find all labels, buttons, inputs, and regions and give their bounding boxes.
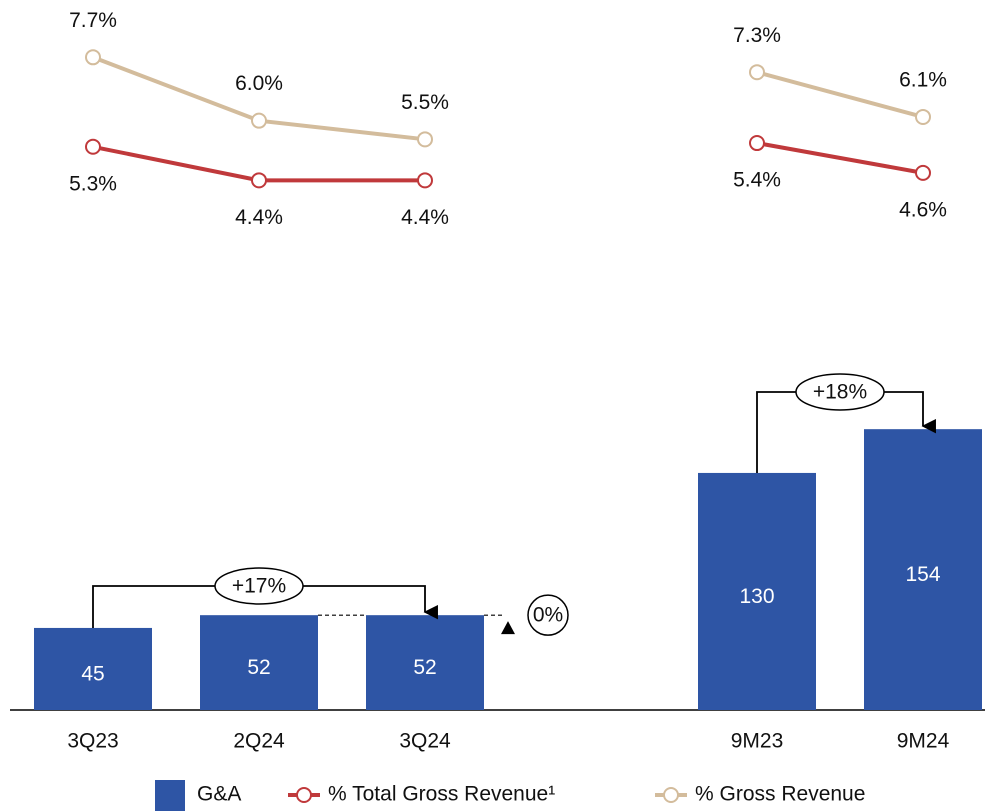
x-tick-label: 3Q24	[399, 730, 451, 753]
bar-value-label: 52	[413, 656, 436, 679]
legend-marker	[296, 787, 312, 803]
bar-value-label: 52	[247, 656, 270, 679]
x-tick-label: 3Q23	[67, 730, 118, 753]
line-value-label: 4.4%	[235, 206, 283, 229]
line-value-label: 6.1%	[899, 68, 947, 91]
bar	[366, 615, 484, 710]
bar	[864, 429, 982, 710]
line-value-label: 5.3%	[69, 172, 117, 195]
bar-value-label: 45	[81, 663, 104, 686]
line	[92, 55, 924, 142]
line-marker	[417, 131, 433, 148]
line-value-label: 4.6%	[899, 198, 947, 221]
annotation: +17%	[232, 575, 286, 598]
bar	[698, 472, 816, 710]
line-marker	[85, 49, 101, 66]
line-value-label: 5.4%	[733, 169, 781, 192]
x-tick-label: 9M24	[897, 730, 950, 753]
line-value-label: 6.0%	[235, 72, 283, 95]
line-marker	[749, 64, 765, 81]
legend-label: % Total Gross Revenue¹	[328, 783, 555, 806]
bar-value-label: 130	[739, 585, 774, 608]
line-marker	[749, 135, 765, 152]
legend-label: % Gross Revenue	[695, 783, 865, 806]
line-marker	[417, 172, 433, 189]
annotation-oval	[795, 373, 885, 411]
bar	[200, 615, 318, 710]
annotation-circle	[527, 594, 569, 636]
line	[92, 141, 924, 183]
triangle	[501, 621, 515, 635]
line-marker	[251, 172, 267, 189]
line-value-label: 4.4%	[401, 206, 449, 229]
annotation: +18%	[813, 381, 867, 404]
line-value-label: 5.5%	[401, 91, 449, 114]
line-marker	[251, 112, 267, 129]
line-value-label: 7.3%	[733, 24, 781, 47]
line-marker	[85, 138, 101, 155]
legend-marker	[663, 787, 679, 803]
line-value-label: 7.7%	[69, 9, 117, 32]
x-tick-label: 2Q24	[233, 730, 285, 753]
x-tick-label: 9M23	[731, 730, 784, 753]
line-marker	[915, 164, 931, 181]
bar	[34, 627, 152, 710]
legend-swatch	[155, 780, 185, 811]
line-marker	[915, 108, 931, 125]
bar-value-label: 154	[905, 563, 940, 586]
annotation: 0%	[533, 604, 563, 627]
annotation-oval	[214, 567, 304, 605]
legend-label: G&A	[197, 783, 241, 806]
